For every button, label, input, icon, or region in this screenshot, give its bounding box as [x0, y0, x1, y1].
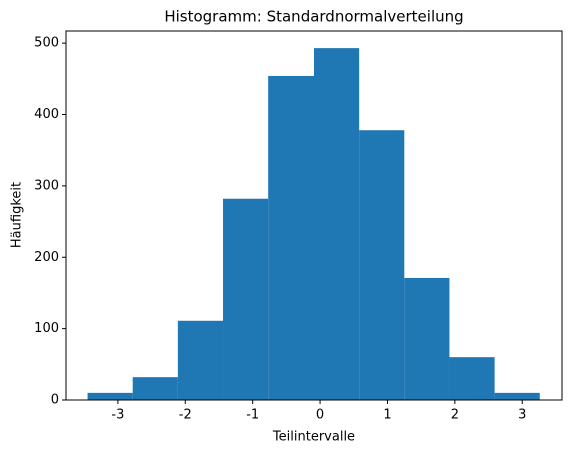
y-tick-label: 0 — [51, 393, 59, 408]
bar — [177, 320, 224, 400]
bar — [314, 48, 360, 401]
y-axis-label: Häufigkeit — [10, 182, 25, 248]
y-tick-label: 200 — [34, 250, 59, 265]
bar — [132, 377, 178, 400]
bar — [223, 198, 269, 400]
x-tick-label: 3 — [518, 408, 526, 423]
chart-title: Histogramm: Standardnormalverteilung — [164, 8, 463, 26]
y-tick-label: 400 — [34, 107, 59, 122]
y-tick-label: 300 — [34, 178, 59, 193]
x-tick-label: 2 — [451, 408, 459, 423]
bar — [87, 392, 133, 400]
plot-frame — [65, 30, 563, 401]
bar — [494, 392, 540, 400]
bar — [449, 357, 495, 400]
bar — [359, 130, 405, 400]
bar — [268, 75, 314, 401]
x-axis-label: Teilintervalle — [272, 430, 355, 445]
x-tick-label: 1 — [383, 408, 391, 423]
y-tick-label: 500 — [34, 36, 59, 51]
x-tick-label: 0 — [316, 408, 324, 423]
x-tick-label: -3 — [111, 408, 124, 423]
bar — [404, 277, 450, 400]
y-tick-label: 100 — [34, 321, 59, 336]
x-tick-label: -1 — [246, 408, 259, 423]
x-tick-label: -2 — [179, 408, 192, 423]
